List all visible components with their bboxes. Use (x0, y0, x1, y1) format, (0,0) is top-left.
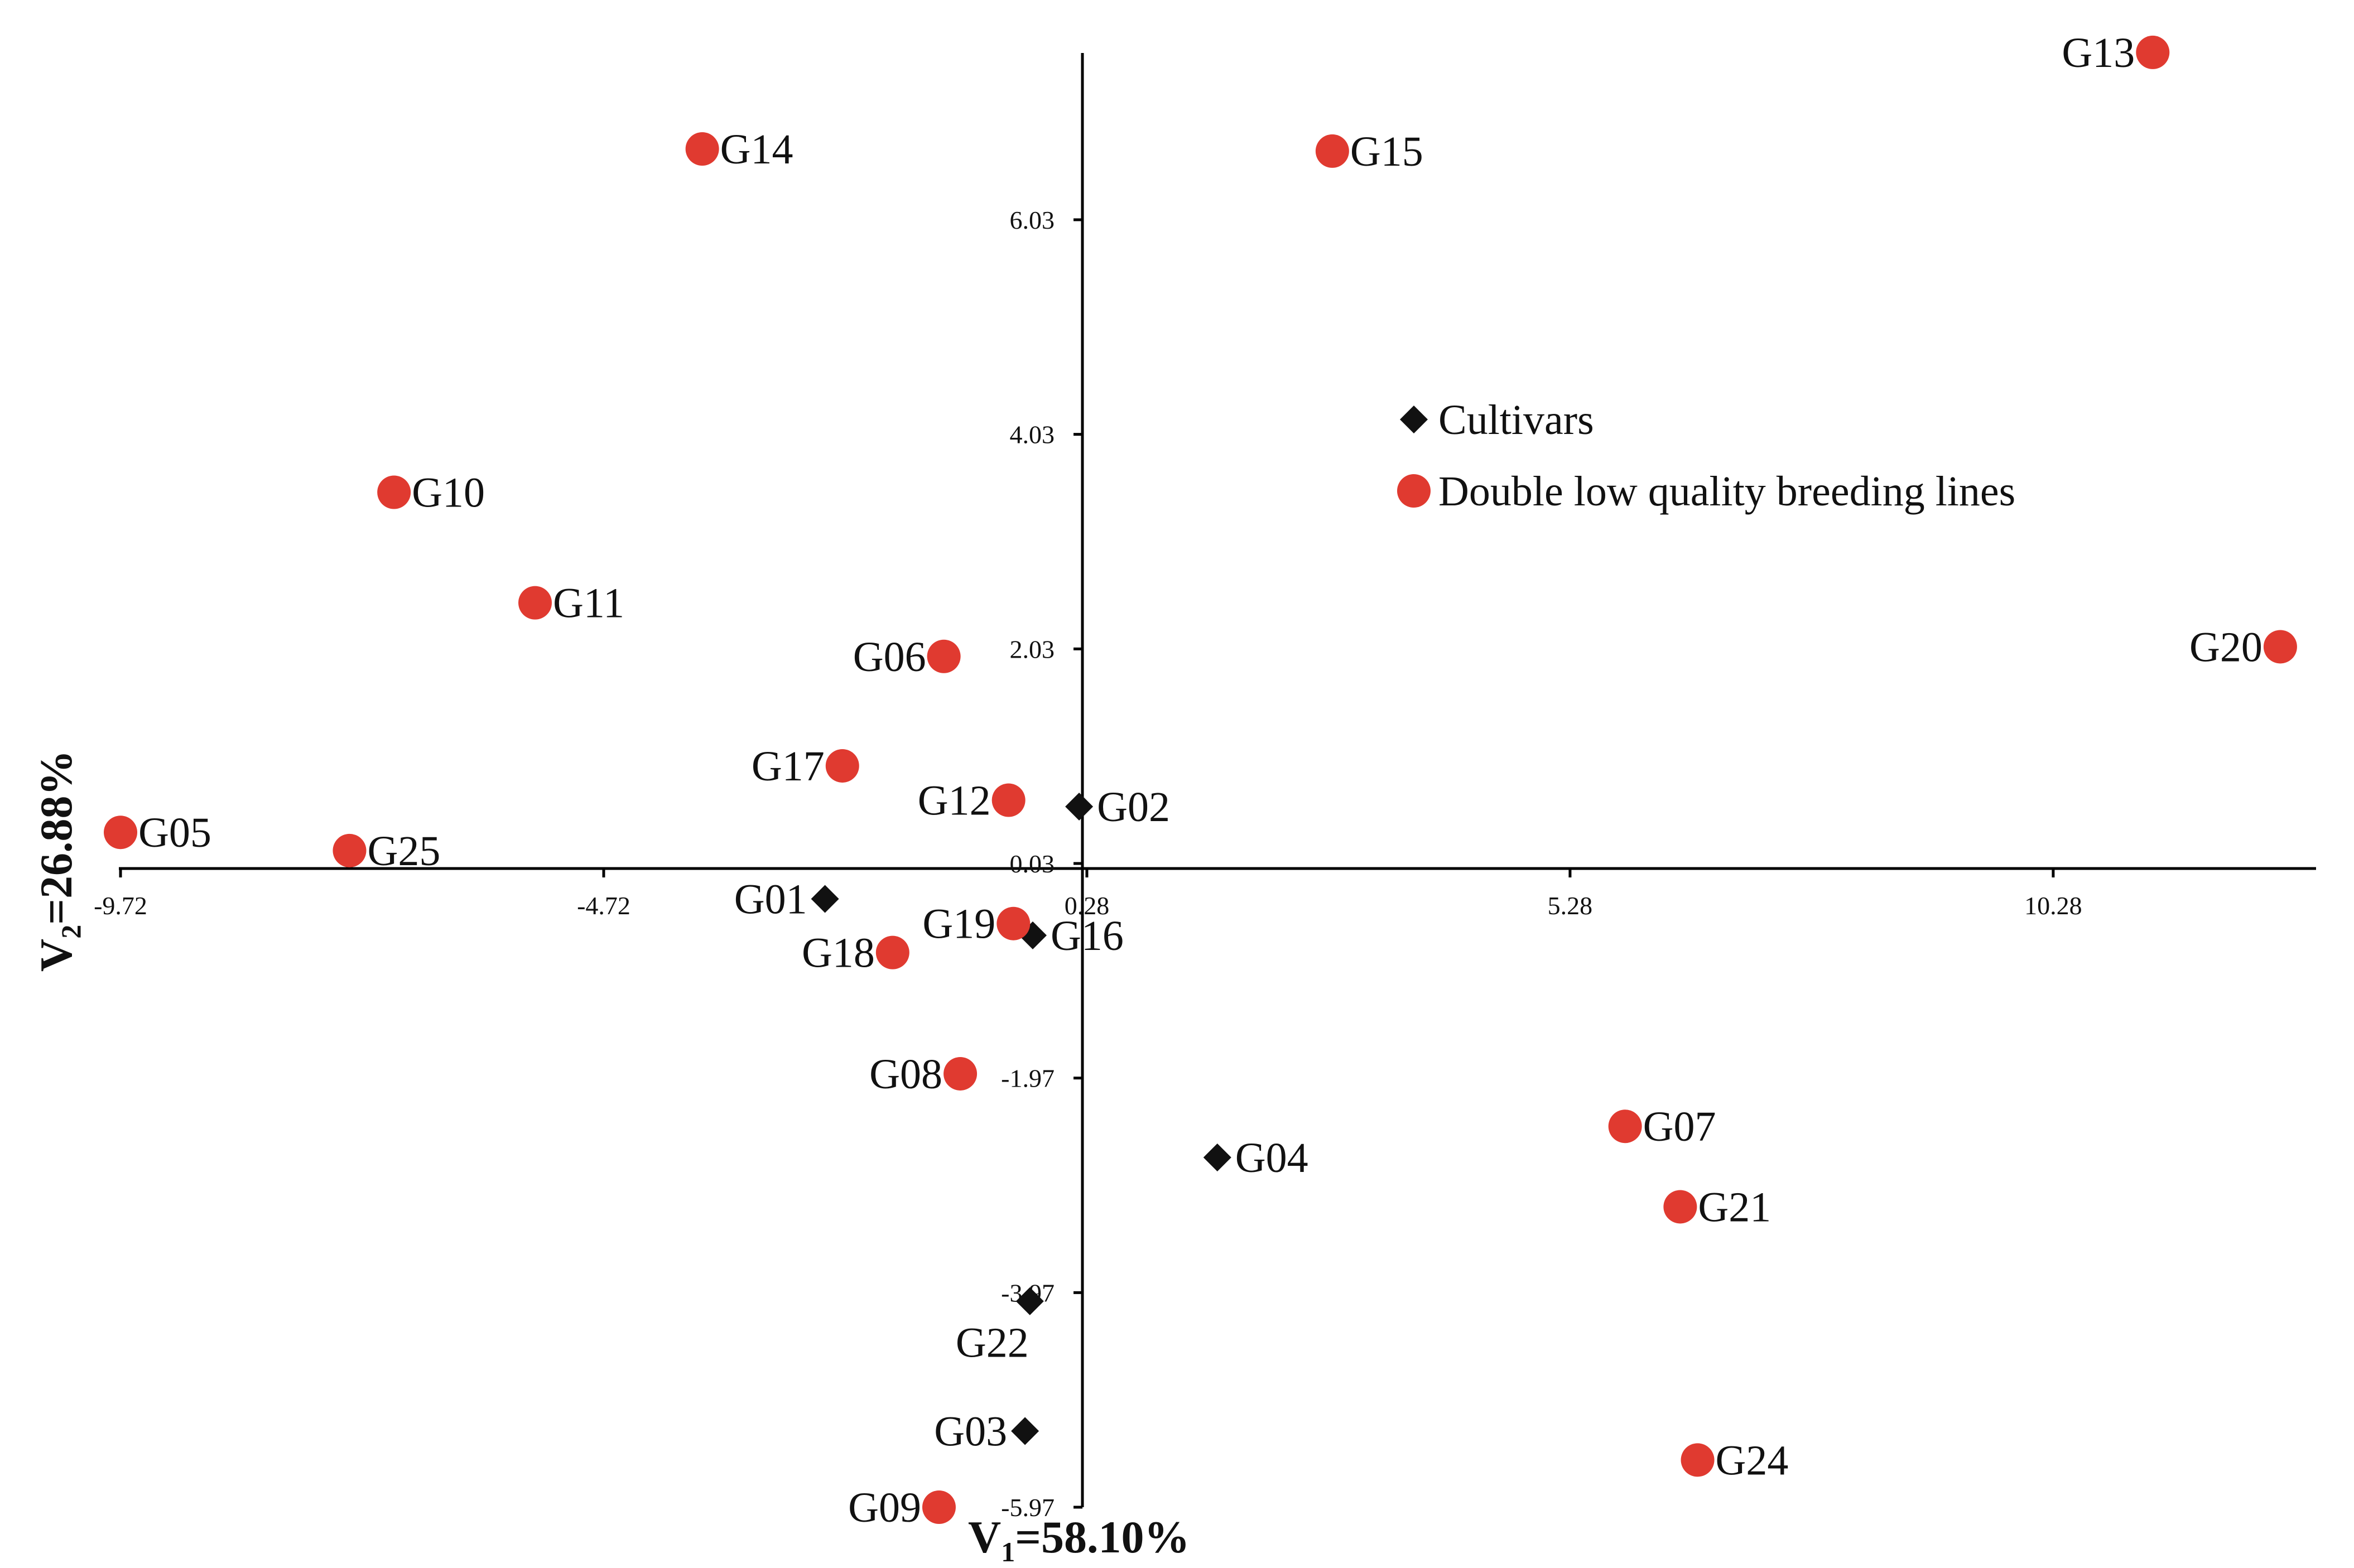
point-g10 (377, 475, 411, 509)
y-axis-title: V2=26.88% (31, 750, 86, 972)
point-label-g08: G08 (869, 1051, 942, 1098)
x-tick-label: 10.28 (2024, 891, 2082, 920)
point-g19 (997, 906, 1031, 940)
point-g08 (943, 1056, 978, 1091)
point-g18 (875, 935, 909, 969)
point-g06 (927, 639, 961, 673)
legend-label-cultivars: Cultivars (1438, 397, 1594, 443)
point-g09 (922, 1490, 956, 1524)
point-label-g19: G19 (922, 901, 995, 948)
point-label-g18: G18 (802, 930, 875, 977)
point-g05 (104, 816, 137, 850)
point-g14 (685, 132, 719, 166)
point-g03 (1011, 1417, 1039, 1445)
x-axis-title: V1=58.10% (968, 1512, 1190, 1567)
point-g22 (1015, 1287, 1044, 1315)
point-g21 (1663, 1190, 1697, 1224)
point-label-g24: G24 (1716, 1437, 1789, 1484)
y-tick-label: -1.97 (1001, 1064, 1055, 1093)
point-label-g13: G13 (2062, 30, 2135, 76)
point-g07 (1608, 1109, 1642, 1144)
y-tick-label: 2.03 (1010, 635, 1055, 663)
point-g01 (811, 885, 839, 913)
x-tick-label: 5.28 (1548, 891, 1593, 920)
y-tick-label: -5.97 (1001, 1493, 1055, 1522)
point-label-g04: G04 (1235, 1135, 1308, 1181)
point-label-g07: G07 (1643, 1103, 1716, 1150)
point-label-g17: G17 (752, 743, 825, 790)
point-label-g05: G05 (138, 809, 211, 856)
point-label-g21: G21 (1698, 1184, 1771, 1231)
y-tick-label: 4.03 (1010, 421, 1055, 449)
point-g13 (2136, 35, 2170, 69)
point-label-g22: G22 (956, 1320, 1029, 1367)
y-tick-label: 6.03 (1010, 206, 1055, 234)
point-label-g25: G25 (367, 828, 440, 875)
point-g11 (518, 586, 552, 620)
legend: Cultivars Double low quality breeding lin… (1397, 397, 2015, 515)
point-label-g11: G11 (553, 580, 624, 627)
point-g15 (1315, 134, 1349, 168)
legend-marker-breeding (1397, 474, 1431, 508)
series-cultivars: G01 G02 G03 G04 G16 G22 (734, 784, 1308, 1455)
point-label-g02: G02 (1097, 784, 1170, 831)
point-label-g12: G12 (918, 778, 991, 824)
data-points: G01 G02 G03 G04 G16 G22 G05 G06 G07 G08 G09 G10 G11 G… (104, 30, 2297, 1531)
point-g12 (991, 783, 1026, 817)
point-label-g16: G16 (1051, 913, 1124, 959)
point-label-g06: G06 (853, 634, 926, 681)
legend-marker-cultivars (1400, 406, 1428, 433)
x-tick-label: 0.28 (1065, 891, 1110, 920)
point-label-g03: G03 (934, 1408, 1007, 1455)
x-tick-label: -4.72 (577, 891, 630, 920)
point-g25 (333, 833, 367, 867)
point-label-g01: G01 (734, 876, 807, 923)
point-g04 (1203, 1143, 1231, 1171)
point-g02 (1065, 793, 1094, 821)
point-label-g20: G20 (2189, 624, 2262, 670)
y-tick-label: 0.03 (1010, 850, 1055, 878)
point-g24 (1681, 1443, 1715, 1477)
point-label-g10: G10 (412, 470, 485, 517)
point-g17 (825, 749, 859, 783)
point-g20 (2263, 630, 2297, 664)
point-label-g14: G14 (720, 126, 793, 173)
point-label-g15: G15 (1350, 128, 1423, 175)
legend-label-breeding: Double low quality breeding lines (1438, 468, 2015, 515)
point-label-g09: G09 (848, 1484, 921, 1531)
x-tick-label: -9.72 (94, 891, 147, 920)
